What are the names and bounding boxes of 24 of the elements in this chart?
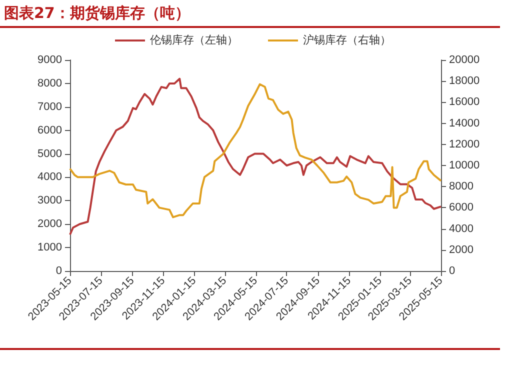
y-tick-label: 1000 xyxy=(38,242,62,254)
y2-tick-label: 4000 xyxy=(449,222,474,235)
y2-tick-label: 8000 xyxy=(449,180,474,193)
y2-tick-label: 16000 xyxy=(449,96,480,108)
y2-tick-label: 12000 xyxy=(449,138,480,150)
y-tick-label: 6000 xyxy=(38,124,62,136)
y-tick-label: 4000 xyxy=(38,171,62,184)
legend-label: 沪锡库存（右轴） xyxy=(303,34,391,46)
y-tick-label: 0 xyxy=(56,265,62,277)
y2-tick-label: 20000 xyxy=(449,54,480,66)
legend-label: 伦锡库存（左轴） xyxy=(150,34,238,46)
y2-tick-label: 0 xyxy=(449,265,456,277)
y-tick-label: 7000 xyxy=(38,100,62,113)
y-tick-label: 8000 xyxy=(38,77,62,90)
y-tick-label: 5000 xyxy=(38,148,62,160)
y2-tick-label: 14000 xyxy=(449,117,480,130)
y2-tick-label: 10000 xyxy=(449,160,480,172)
y-tick-label: 3000 xyxy=(38,194,62,207)
y-tick-label: 2000 xyxy=(38,218,62,230)
y2-tick-label: 6000 xyxy=(449,202,474,214)
y2-tick-label: 18000 xyxy=(449,75,480,88)
y2-tick-label: 2000 xyxy=(449,244,474,256)
chart-title: 图表27：期货锡库存（吨） xyxy=(4,4,190,23)
y-tick-label: 9000 xyxy=(38,54,62,66)
